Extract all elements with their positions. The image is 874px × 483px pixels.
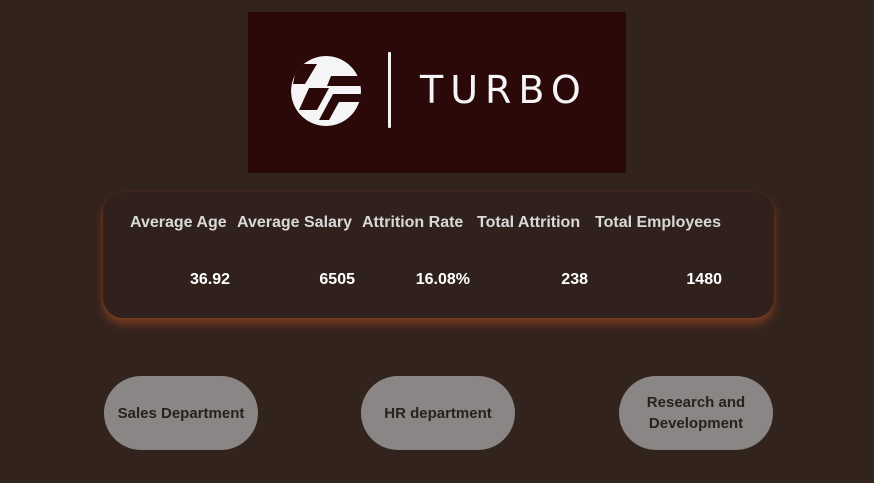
- total-employees-value: 1480: [686, 271, 722, 288]
- total-attrition-label: Total Attrition: [477, 214, 581, 231]
- logo-divider: [388, 52, 391, 128]
- attrition-rate-label: Attrition Rate: [362, 214, 464, 231]
- sales-department-button[interactable]: Sales Department: [104, 376, 258, 450]
- attrition-rate-value: 16.08%: [415, 271, 470, 288]
- sales-department-label: Sales Department: [117, 404, 245, 422]
- total-attrition-value: 238: [561, 271, 588, 288]
- average-age-label: Average Age: [130, 214, 227, 231]
- hr-department-button[interactable]: HR department: [361, 376, 515, 450]
- average-salary-value: 6505: [319, 271, 355, 288]
- average-salary-label: Average Salary: [237, 214, 353, 231]
- hr-department-label: HR department: [384, 404, 492, 422]
- turbo-logo-mark-icon: [291, 56, 361, 126]
- kpi-card: [103, 192, 774, 318]
- brand-name: TURBO: [420, 68, 588, 112]
- total-employees-label: Total Employees: [595, 214, 721, 231]
- research-and-development-label: Research and Development: [646, 394, 746, 432]
- research-and-development-button[interactable]: Research and Development: [619, 376, 773, 450]
- average-age-value: 36.92: [189, 271, 230, 288]
